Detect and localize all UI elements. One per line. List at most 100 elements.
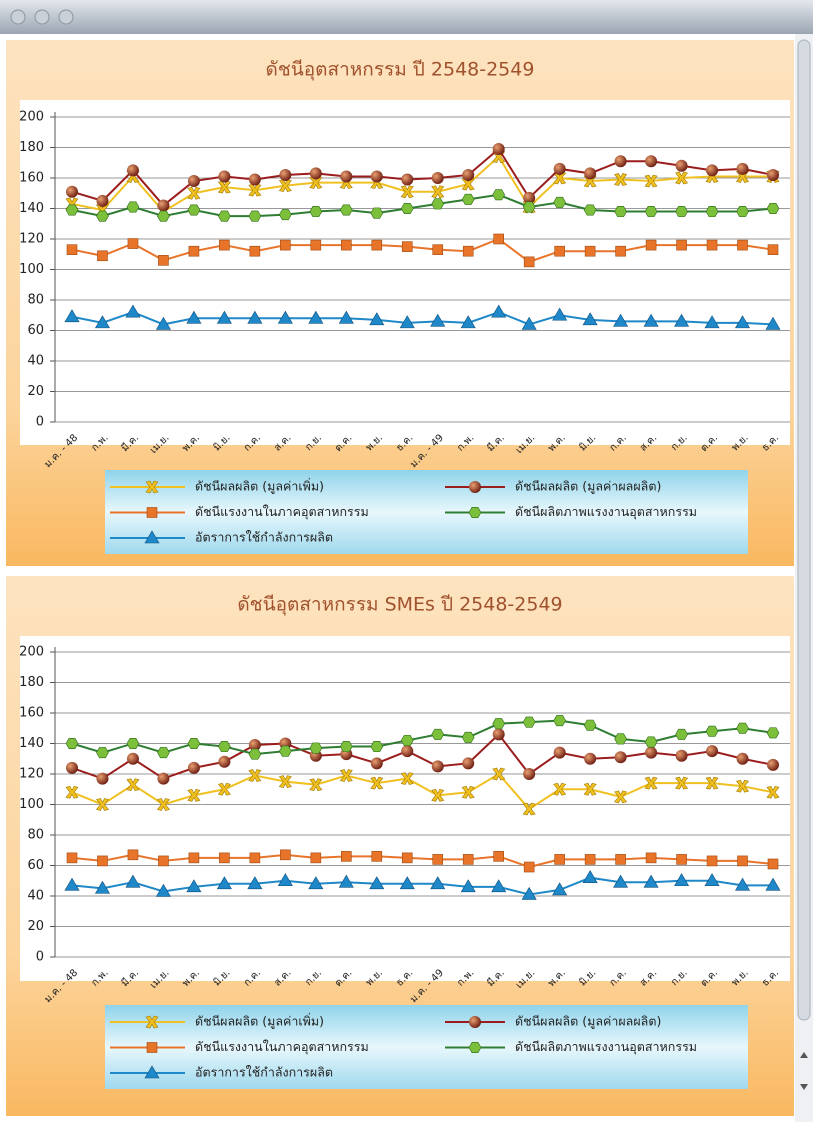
marker xyxy=(675,206,688,218)
marker xyxy=(431,172,444,184)
marker xyxy=(144,530,160,544)
marker xyxy=(460,315,476,329)
marker xyxy=(157,210,170,222)
marker xyxy=(460,879,476,893)
marker xyxy=(400,185,414,199)
marker xyxy=(278,179,292,192)
marker xyxy=(675,728,688,740)
marker xyxy=(644,736,658,748)
marker xyxy=(309,167,322,180)
marker xyxy=(217,782,231,796)
marker xyxy=(645,155,658,168)
scroll-thumb[interactable] xyxy=(797,39,811,1021)
window-button[interactable] xyxy=(10,9,26,25)
marker xyxy=(584,752,597,765)
marker xyxy=(125,304,141,318)
marker xyxy=(492,728,505,741)
y-tick-label: 160 xyxy=(19,171,44,186)
marker xyxy=(310,239,322,251)
marker xyxy=(676,239,687,251)
marker xyxy=(66,852,78,864)
marker xyxy=(582,870,598,884)
y-tick-label: 120 xyxy=(19,232,44,247)
marker xyxy=(706,745,719,758)
marker xyxy=(157,747,170,759)
marker xyxy=(188,245,200,257)
marker xyxy=(523,768,536,780)
marker xyxy=(66,244,78,255)
legend-label: อัตราการใช้กำลังการผลิต xyxy=(195,530,333,545)
series-line xyxy=(71,876,773,896)
marker xyxy=(675,776,689,790)
marker xyxy=(369,876,385,890)
marker xyxy=(219,852,230,864)
marker xyxy=(187,761,200,774)
marker xyxy=(155,316,171,330)
marker xyxy=(309,206,323,218)
marker xyxy=(278,775,292,788)
marker xyxy=(462,854,474,865)
marker xyxy=(644,776,658,790)
marker xyxy=(186,879,202,893)
marker xyxy=(248,183,262,197)
marker xyxy=(249,852,261,864)
legend xyxy=(105,1005,748,1089)
marker xyxy=(157,199,170,212)
marker xyxy=(309,176,323,189)
marker xyxy=(767,244,779,255)
marker xyxy=(645,852,657,864)
marker xyxy=(341,239,352,251)
marker xyxy=(554,245,565,257)
marker xyxy=(431,789,445,802)
marker xyxy=(127,849,139,861)
marker xyxy=(400,772,414,785)
marker xyxy=(248,748,262,760)
marker xyxy=(279,209,292,221)
y-tick-label: 140 xyxy=(19,736,44,751)
marker xyxy=(469,1016,481,1028)
marker xyxy=(249,245,261,257)
window-button[interactable] xyxy=(34,9,50,25)
legend-label: ดัชนีผลผลิต (มูลค่าผลผลิต) xyxy=(515,1014,661,1030)
marker xyxy=(188,852,200,864)
marker xyxy=(126,778,140,792)
marker xyxy=(552,882,568,896)
marker xyxy=(614,206,627,218)
marker xyxy=(583,204,597,216)
y-tick-label: 20 xyxy=(27,384,44,399)
y-tick-label: 100 xyxy=(19,262,44,277)
marker xyxy=(95,798,110,811)
marker xyxy=(431,760,444,773)
marker xyxy=(614,173,628,186)
marker xyxy=(430,876,446,890)
marker xyxy=(432,244,444,255)
window-button[interactable] xyxy=(58,9,74,25)
marker xyxy=(218,170,231,183)
y-tick-label: 0 xyxy=(36,950,44,965)
marker xyxy=(491,304,507,318)
marker xyxy=(523,256,535,268)
marker xyxy=(126,164,139,177)
marker xyxy=(218,755,231,768)
plot-area xyxy=(20,636,790,981)
marker xyxy=(219,239,230,251)
marker xyxy=(158,855,169,867)
marker xyxy=(521,886,537,900)
y-tick-label: 20 xyxy=(27,919,44,934)
marker xyxy=(521,316,537,330)
marker xyxy=(371,239,383,251)
marker xyxy=(554,854,565,865)
marker xyxy=(462,757,475,770)
marker xyxy=(704,315,720,329)
y-tick-label: 80 xyxy=(27,828,44,843)
marker xyxy=(645,239,657,251)
marker xyxy=(277,873,293,887)
marker xyxy=(706,855,718,867)
marker xyxy=(491,879,507,893)
marker xyxy=(216,310,232,324)
marker xyxy=(705,725,719,737)
marker xyxy=(401,241,413,252)
marker xyxy=(492,718,506,730)
marker xyxy=(186,310,202,324)
